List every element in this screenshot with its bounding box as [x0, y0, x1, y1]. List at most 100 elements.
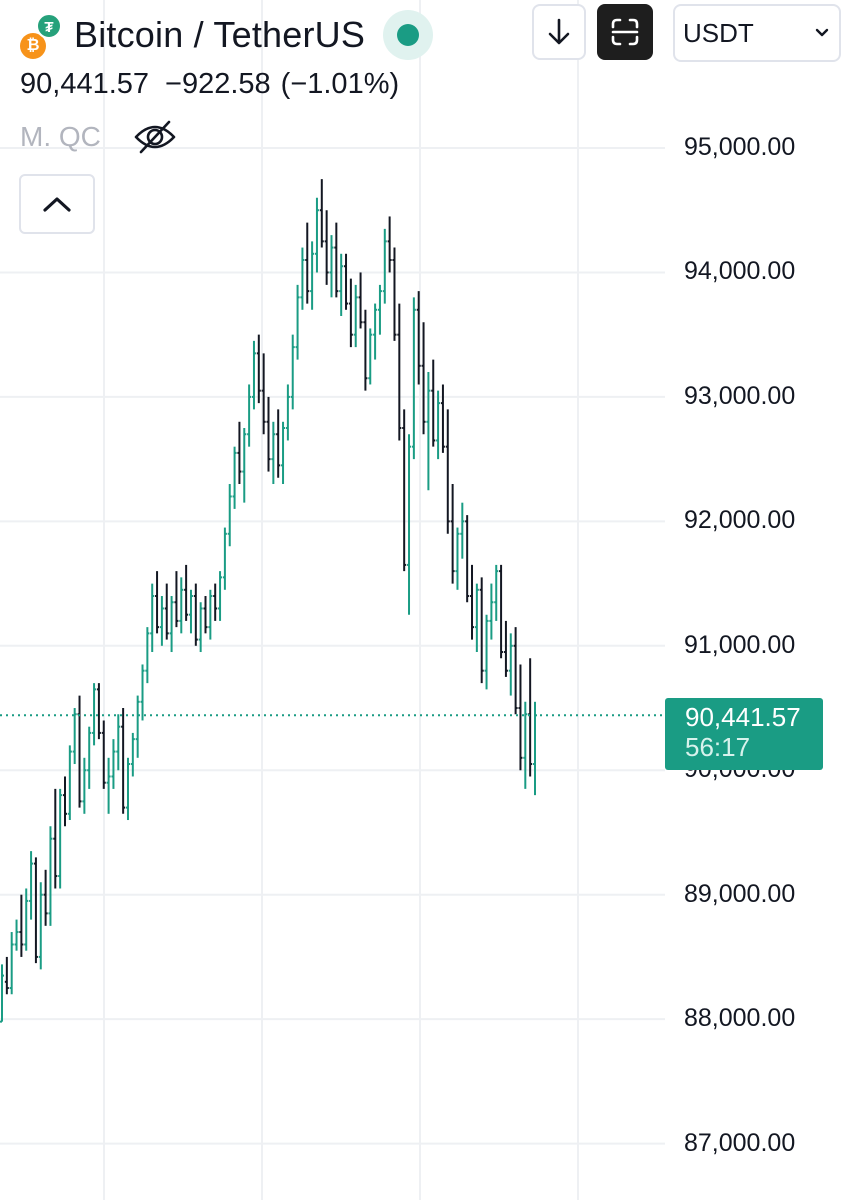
ohlc-bar: [445, 409, 450, 534]
ohlc-bar: [528, 658, 533, 777]
tether-icon: ₮: [36, 13, 62, 39]
ohlc-bar: [96, 683, 101, 740]
ohlc-bar: [460, 502, 465, 559]
ohlc-bar: [416, 291, 421, 385]
ohlc-bar: [344, 253, 349, 310]
ohlc-bar: [455, 527, 460, 590]
ohlc-bar: [465, 515, 470, 603]
ohlc-bar: [397, 303, 402, 441]
price-axis-label: 91,000.00: [684, 631, 796, 659]
download-button[interactable]: [532, 4, 586, 60]
ohlc-bar: [484, 614, 489, 690]
ohlc-bar: [377, 284, 382, 335]
screenshot-frame-icon: [611, 18, 639, 46]
ohlc-bar: [256, 334, 261, 404]
ohlc-bar: [169, 596, 174, 653]
chevron-up-icon: [43, 197, 71, 212]
ohlc-bar: [479, 577, 484, 684]
ohlc-bar: [281, 421, 286, 485]
collapse-legend-button[interactable]: [19, 174, 95, 234]
ohlc-bar: [101, 720, 106, 789]
ohlc-bar: [251, 340, 256, 410]
hide-indicator-button[interactable]: [132, 114, 178, 160]
ohlc-bar: [450, 484, 455, 584]
ohlc-bar: [314, 197, 319, 273]
ohlc-bar: [0, 964, 4, 1023]
ohlc-bar: [411, 297, 416, 460]
ohlc-bar: [237, 421, 242, 485]
ohlc-bar: [19, 894, 24, 957]
ohlc-bar: [261, 353, 266, 435]
ohlc-bar: [470, 564, 475, 640]
ohlc-bar: [348, 278, 353, 348]
ohlc-bar: [421, 322, 426, 435]
indicator-label[interactable]: M. QC: [20, 121, 101, 152]
ohlc-bar: [392, 247, 397, 341]
ohlc-bar: [242, 428, 247, 503]
ohlc-bar: [111, 739, 116, 789]
ohlc-bar: [436, 390, 441, 460]
ohlc-bar: [503, 620, 508, 677]
arrow-down-icon: [548, 18, 570, 45]
ohlc-bar: [58, 788, 63, 889]
ohlc-bar: [290, 334, 295, 410]
ohlc-bar: [92, 683, 97, 746]
ohlc-bar: [174, 571, 179, 628]
screenshot-button[interactable]: [597, 4, 653, 60]
ohlc-bar: [368, 328, 373, 385]
ohlc-bar: [382, 228, 387, 304]
ohlc-bar: [24, 888, 29, 951]
ohlc-bar: [285, 384, 290, 441]
ohlc-bar: [513, 627, 518, 715]
ohlc-bar: [319, 179, 324, 248]
ohlc-bar: [431, 359, 436, 447]
ohlc-bar: [14, 919, 19, 951]
ohlc-bar: [440, 384, 445, 453]
ohlc-bar: [339, 253, 344, 317]
ohlc-bar: [48, 826, 53, 926]
ohlc-bar: [358, 272, 363, 329]
ohlc-bar: [140, 664, 145, 721]
ohlc-bar: [402, 409, 407, 572]
ohlc-bar: [130, 732, 135, 777]
ohlc-bar: [474, 583, 479, 653]
ohlc-bar: [208, 589, 213, 640]
ohlc-bar: [198, 602, 203, 653]
ohlc-bar: [77, 695, 82, 808]
price-change-percent: (−1.01%): [280, 68, 400, 100]
ohlc-bar: [494, 564, 499, 621]
pair-icon: ₿ ₮: [18, 11, 66, 59]
ohlc-bar: [276, 409, 281, 478]
ohlc-bar: [305, 222, 310, 304]
ohlc-bars: [0, 179, 537, 1023]
ohlc-bar: [329, 235, 334, 298]
ohlc-bar: [227, 484, 232, 547]
ohlc-bar: [300, 247, 305, 310]
currency-select[interactable]: USDT: [673, 4, 841, 62]
ohlc-bar: [426, 372, 431, 491]
ohlc-bar: [9, 932, 14, 995]
eye-off-icon: [134, 120, 176, 154]
pair-title[interactable]: Bitcoin / TetherUS: [74, 14, 366, 55]
ohlc-bar: [353, 284, 358, 348]
ohlc-bar: [222, 527, 227, 590]
ohlc-bar: [188, 589, 193, 634]
ohlc-bar: [164, 583, 169, 640]
price-axis-label: 87,000.00: [684, 1129, 796, 1157]
ohlc-bar: [266, 396, 271, 472]
ohlc-bar: [334, 222, 339, 298]
ohlc-bar: [62, 776, 67, 827]
ohlc-bar: [184, 564, 189, 621]
ohlc-bar: [82, 757, 87, 814]
price-change: −922.58 (−1.01%): [165, 68, 399, 101]
price-axis-label: 95,000.00: [684, 133, 796, 161]
price-summary: 90,441.57 −922.58 (−1.01%): [20, 68, 399, 101]
ohlc-bar: [67, 745, 72, 821]
price-axis-label: 92,000.00: [684, 506, 796, 534]
ohlc-bar: [387, 216, 392, 273]
price-change-value: −922.58: [165, 68, 271, 100]
ohlc-bar: [145, 627, 150, 684]
ohlc-bar: [518, 664, 523, 771]
symbol-header[interactable]: ₿ ₮ Bitcoin / TetherUS: [18, 10, 434, 60]
